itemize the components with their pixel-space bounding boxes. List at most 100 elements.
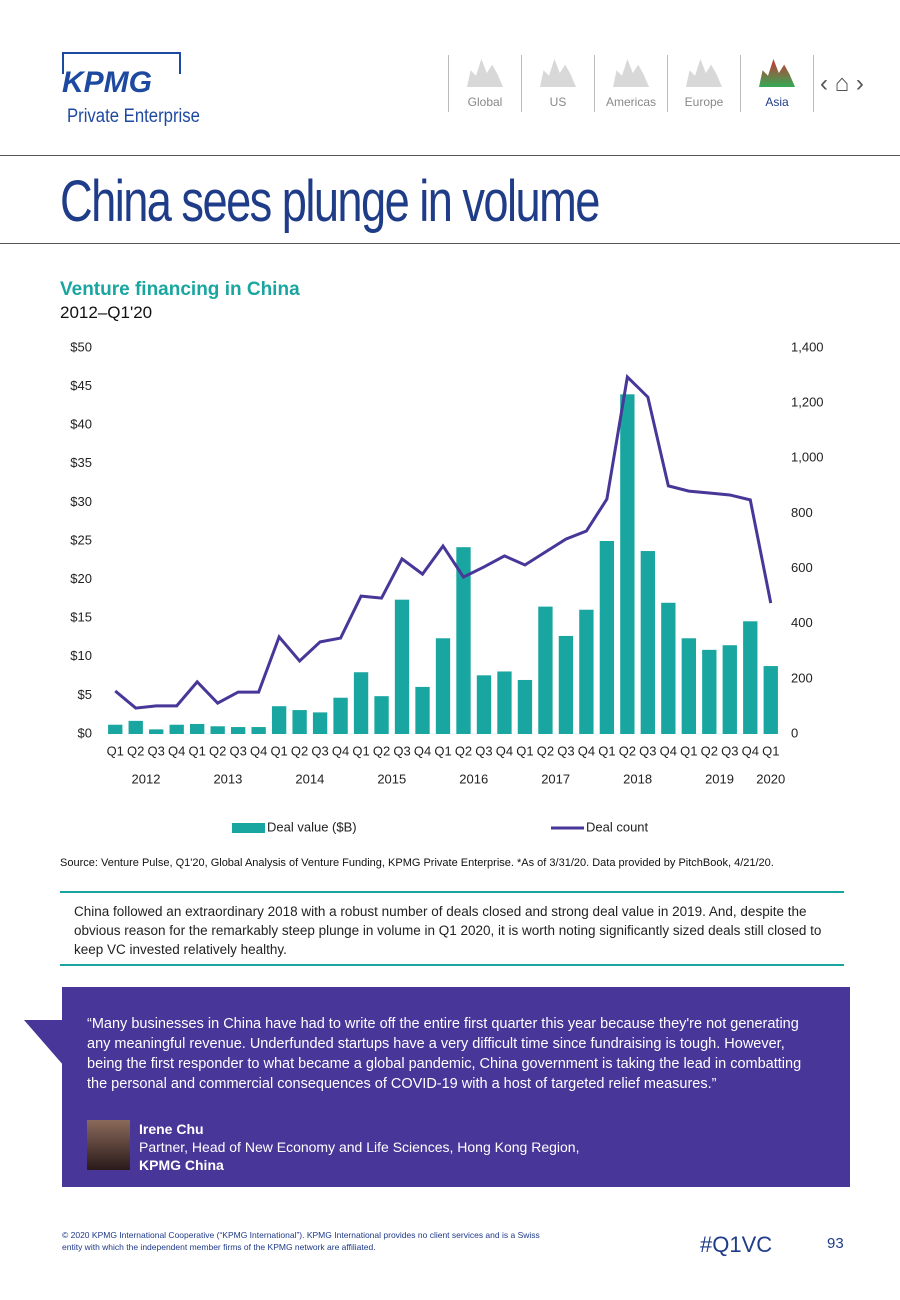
quote-company: KPMG China bbox=[139, 1157, 224, 1173]
nav-icon bbox=[686, 59, 722, 87]
quote-name: Irene Chu bbox=[139, 1121, 204, 1137]
x-tick-label: Q3 bbox=[557, 743, 574, 758]
bar bbox=[435, 638, 451, 734]
bar bbox=[640, 551, 656, 734]
bar bbox=[230, 727, 246, 734]
x-tick-label: Q2 bbox=[127, 743, 144, 758]
nav-arrows[interactable]: ‹ ⌂ › bbox=[820, 70, 864, 97]
x-tick-label: Q4 bbox=[660, 743, 677, 758]
page-number: 93 bbox=[827, 1235, 844, 1252]
x-tick-label: Q2 bbox=[209, 743, 226, 758]
x-tick-label: Q2 bbox=[291, 743, 308, 758]
x-group-label: 2012 bbox=[132, 771, 161, 786]
x-group-label: 2016 bbox=[459, 771, 488, 786]
x-tick-label: Q1 bbox=[516, 743, 533, 758]
bar bbox=[353, 672, 369, 734]
bar bbox=[743, 621, 758, 734]
x-group-label: 2020 bbox=[756, 771, 785, 786]
x-tick-label: Q2 bbox=[455, 743, 472, 758]
x-group-label: 2019 bbox=[705, 771, 734, 786]
nav-icon bbox=[467, 59, 503, 87]
photo bbox=[87, 1120, 130, 1170]
x-tick-label: Q2 bbox=[701, 743, 718, 758]
logo-subtitle: Private Enterprise bbox=[67, 106, 200, 127]
nav-icon bbox=[540, 59, 576, 87]
x-tick-label: Q3 bbox=[148, 743, 165, 758]
nav-tab[interactable]: Americas bbox=[594, 55, 667, 112]
nav-label: Asia bbox=[765, 95, 789, 109]
bar bbox=[128, 720, 143, 734]
y-tick-label: $25 bbox=[70, 532, 92, 547]
nav-tab[interactable]: Europe bbox=[667, 55, 740, 112]
bar bbox=[333, 697, 348, 734]
bar bbox=[579, 609, 594, 734]
y2-tick-label: 600 bbox=[791, 560, 813, 575]
y2-tick-label: 400 bbox=[791, 615, 813, 630]
nav-tab[interactable]: Global bbox=[448, 55, 521, 112]
legend-label: Deal value ($B) bbox=[267, 819, 357, 834]
nav: Global US Americas Europe Asia bbox=[448, 55, 814, 112]
x-tick-label: Q2 bbox=[373, 743, 390, 758]
bar bbox=[702, 649, 717, 734]
y-tick-label: $45 bbox=[70, 378, 92, 393]
bar bbox=[661, 602, 676, 734]
nav-label: Americas bbox=[605, 95, 656, 109]
x-tick-label: Q4 bbox=[578, 743, 595, 758]
bar bbox=[599, 541, 615, 734]
nav-tab[interactable]: Asia bbox=[740, 55, 814, 112]
chart: $0 $5 $10 $15 $20 $25 $30 $35 $40 $45 $50 0 200 400 60… bbox=[70, 339, 824, 834]
x-tick-label: Q3 bbox=[393, 743, 410, 758]
x-tick-label: Q1 bbox=[270, 743, 287, 758]
x-tick-label: Q4 bbox=[496, 743, 513, 758]
x-group-label: 2018 bbox=[623, 771, 652, 786]
legend-label: Deal count bbox=[586, 819, 649, 834]
x-tick-label: Q1 bbox=[762, 743, 779, 758]
nav-label: Global bbox=[467, 95, 503, 109]
bar bbox=[620, 394, 635, 734]
bar bbox=[497, 671, 512, 734]
x-tick-label: Q3 bbox=[475, 743, 492, 758]
rule bbox=[0, 155, 900, 156]
x-tick-label: Q3 bbox=[229, 743, 246, 758]
x-tick-label: Q4 bbox=[414, 743, 431, 758]
bar bbox=[271, 706, 287, 734]
x-tick-label: Q1 bbox=[434, 743, 451, 758]
y-tick-label: $30 bbox=[70, 494, 92, 509]
x-tick-label: Q4 bbox=[250, 743, 267, 758]
bar bbox=[558, 635, 574, 734]
legend-swatch bbox=[232, 823, 265, 833]
x-tick-label: Q2 bbox=[619, 743, 636, 758]
y-tick-label: $50 bbox=[70, 339, 92, 354]
quote-text: “Many businesses in China have had to wr… bbox=[87, 1016, 802, 1092]
x-group-label: 2014 bbox=[295, 771, 324, 786]
hashtag: #Q1VC bbox=[700, 1232, 773, 1257]
bar bbox=[394, 599, 410, 734]
commentary: China followed an extraordinary 2018 wit… bbox=[74, 904, 822, 957]
commentary-box: China followed an extraordinary 2018 wit… bbox=[60, 891, 844, 966]
nav-icon bbox=[613, 59, 649, 87]
chart-subtitle: 2012–Q1'20 bbox=[60, 303, 153, 322]
bar bbox=[312, 712, 328, 734]
bar bbox=[149, 729, 164, 734]
bar bbox=[190, 723, 205, 734]
x-tick-label: Q4 bbox=[168, 743, 185, 758]
x-tick-label: Q1 bbox=[189, 743, 206, 758]
x-tick-label: Q4 bbox=[332, 743, 349, 758]
nav-tab[interactable]: US bbox=[521, 55, 594, 112]
bar bbox=[108, 724, 123, 734]
nav-label: Europe bbox=[684, 95, 724, 109]
rule bbox=[0, 243, 900, 244]
source: Source: Venture Pulse, Q1'20, Global Ana… bbox=[60, 857, 774, 869]
y2-tick-label: 1,000 bbox=[791, 450, 824, 465]
bar bbox=[456, 547, 471, 734]
bar bbox=[415, 686, 430, 734]
logo: KPMG bbox=[62, 66, 152, 99]
y2-tick-label: 200 bbox=[791, 670, 813, 685]
x-tick-label: Q1 bbox=[352, 743, 369, 758]
bar bbox=[681, 638, 696, 734]
y2-tick-label: 1,400 bbox=[791, 339, 824, 354]
quote-tail bbox=[24, 1020, 64, 1066]
y-tick-label: $0 bbox=[78, 725, 92, 740]
y-tick-label: $40 bbox=[70, 417, 92, 432]
x-tick-label: Q1 bbox=[680, 743, 697, 758]
